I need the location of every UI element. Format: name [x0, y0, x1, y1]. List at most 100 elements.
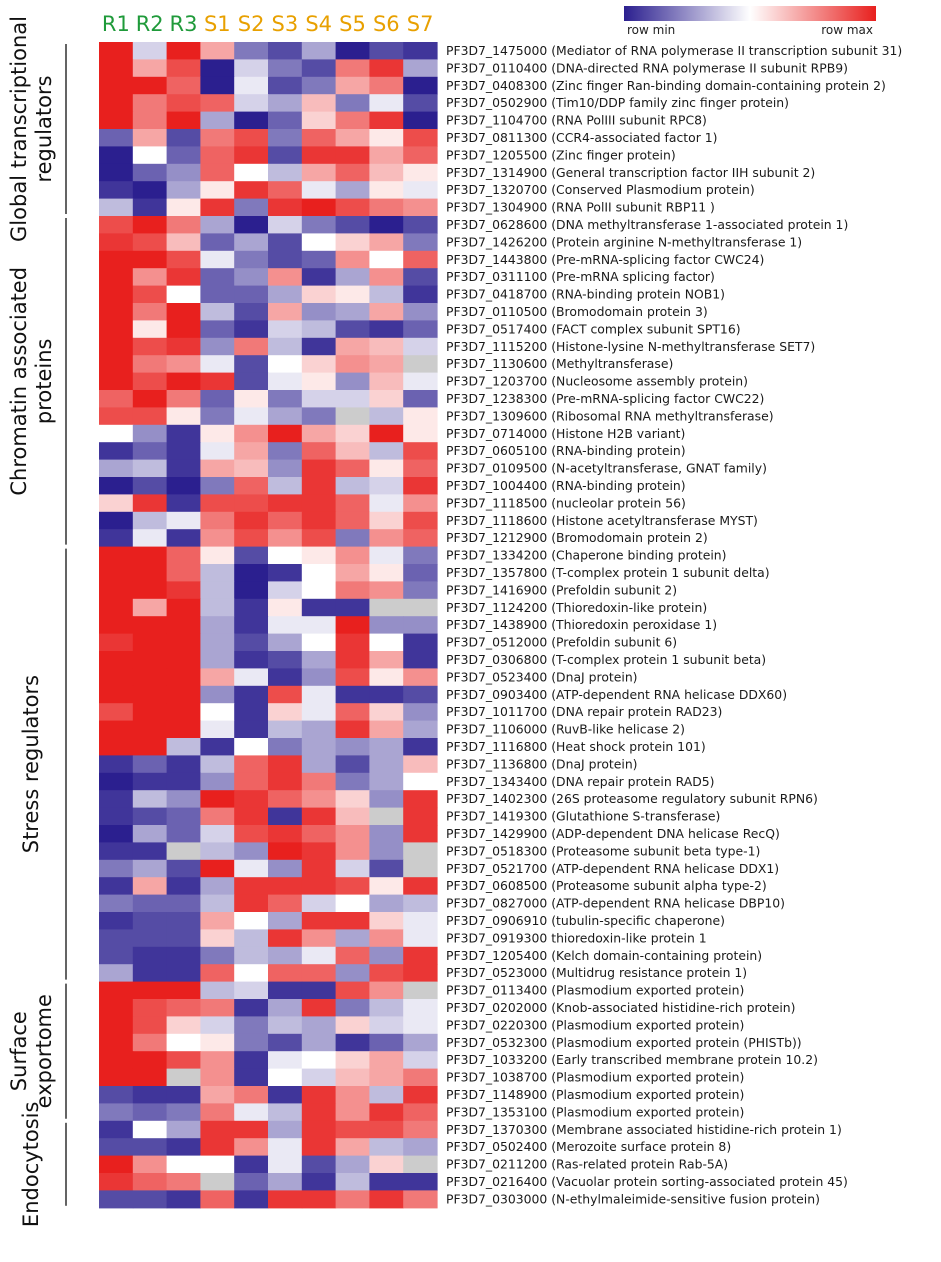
heatmap-cell	[369, 59, 404, 78]
heatmap-cell	[268, 616, 303, 635]
heatmap-cell	[234, 146, 269, 165]
heatmap-cell	[335, 1086, 370, 1104]
heatmap-cell	[369, 1190, 404, 1209]
heatmap-cell	[335, 633, 370, 652]
heatmap-cell	[234, 564, 269, 582]
heatmap-cell	[132, 894, 168, 913]
heatmap-cell	[369, 407, 404, 426]
row-label: PF3D7_1148900 (Plasmodium exported prote…	[446, 1087, 744, 1102]
heatmap-cell	[369, 129, 404, 147]
heatmap-cell	[234, 233, 269, 252]
heatmap-cell	[369, 1173, 404, 1191]
heatmap-cell	[200, 633, 235, 652]
heatmap-cell	[268, 877, 303, 896]
heatmap-cell	[200, 511, 235, 530]
heatmap-cell	[301, 581, 337, 600]
heatmap-cell	[335, 355, 370, 374]
row-label: PF3D7_1205500 (Zinc finger protein)	[446, 147, 676, 162]
heatmap-cell	[99, 1051, 134, 1070]
heatmap-cell	[200, 337, 235, 356]
row-label: PF3D7_0306800 (T-complex protein 1 subun…	[446, 652, 766, 667]
heatmap-cell	[403, 111, 438, 130]
heatmap-cell	[403, 685, 438, 704]
row-label: PF3D7_1238300 (Pre-mRNA-splicing factor …	[446, 391, 764, 406]
heatmap-cell	[99, 216, 134, 234]
heatmap-cell	[234, 703, 269, 722]
heatmap-cell	[200, 76, 235, 95]
heatmap-cell	[234, 250, 269, 269]
heatmap-cell	[403, 390, 438, 408]
heatmap-cell	[200, 790, 235, 809]
heatmap-cell	[301, 42, 337, 60]
heatmap-cell	[301, 424, 337, 443]
row-label: PF3D7_0311100 (Pre-mRNA splicing factor)	[446, 269, 715, 284]
heatmap-cell	[234, 442, 269, 461]
heatmap-cell	[335, 581, 370, 600]
heatmap-cell	[268, 372, 303, 391]
heatmap-cell	[166, 668, 201, 687]
row-label: PF3D7_1475000 (Mediator of RNA polymeras…	[446, 43, 902, 58]
heatmap-cell	[335, 598, 370, 617]
group-label: exportome	[32, 994, 56, 1108]
heatmap-cell	[369, 1138, 404, 1157]
heatmap-cell	[369, 1103, 404, 1122]
heatmap-cell	[234, 999, 269, 1017]
heatmap-cell	[403, 424, 438, 443]
heatmap-cell	[268, 59, 303, 78]
heatmap-cell	[166, 807, 201, 826]
heatmap-cell	[166, 477, 201, 495]
heatmap-cell	[268, 459, 303, 478]
heatmap-cell	[268, 355, 303, 374]
heatmap-cell	[99, 337, 134, 356]
heatmap-cell	[166, 616, 201, 635]
heatmap-cell	[132, 859, 168, 878]
heatmap-cell	[335, 720, 370, 739]
heatmap-cell	[335, 250, 370, 269]
row-label: PF3D7_1212900 (Bromodomain protein 2)	[446, 530, 708, 545]
heatmap-cell	[335, 877, 370, 896]
heatmap-cell	[166, 181, 201, 200]
row-label: PF3D7_0502900 (Tim10/DDP family zinc fin…	[446, 95, 789, 110]
heatmap-cell	[335, 894, 370, 913]
heatmap-cell	[166, 825, 201, 843]
heatmap-cell	[301, 703, 337, 722]
heatmap-cell	[403, 807, 438, 826]
heatmap-cell	[99, 772, 134, 791]
row-label: PF3D7_0906910 (tubulin-specific chaperon…	[446, 913, 725, 928]
heatmap-cell	[369, 738, 404, 756]
heatmap-cell	[369, 442, 404, 461]
group-label: Endocytosis	[19, 1102, 43, 1228]
heatmap-cell	[166, 598, 201, 617]
heatmap-cell	[268, 1033, 303, 1052]
heatmap-cell	[132, 981, 168, 1000]
heatmap-cell	[268, 859, 303, 878]
heatmap-cell	[234, 111, 269, 130]
heatmap-cell	[369, 42, 404, 60]
heatmap-cell	[403, 442, 438, 461]
heatmap-cell	[200, 859, 235, 878]
heatmap-cell	[166, 1190, 201, 1209]
row-label: PF3D7_0518300 (Proteasome subunit beta t…	[446, 843, 760, 858]
heatmap-cell	[234, 1120, 269, 1139]
heatmap-cell	[99, 616, 134, 635]
heatmap-cell	[369, 390, 404, 408]
heatmap-cell	[234, 372, 269, 391]
heatmap-cell	[335, 964, 370, 983]
heatmap-cell	[166, 738, 201, 756]
heatmap-cell	[132, 738, 168, 756]
heatmap-cell	[403, 320, 438, 339]
row-label: PF3D7_0521700 (ATP-dependent RNA helicas…	[446, 861, 779, 876]
heatmap-cell	[335, 181, 370, 200]
heatmap-cell	[200, 494, 235, 513]
heatmap-cell	[301, 216, 337, 234]
heatmap-cell	[268, 250, 303, 269]
heatmap-cell	[132, 76, 168, 95]
heatmap-cell	[301, 564, 337, 582]
heatmap-cell	[369, 999, 404, 1017]
heatmap-cell	[99, 146, 134, 165]
row-label: PF3D7_1104700 (RNA PolIII subunit RPC8)	[446, 113, 707, 128]
heatmap-cell	[234, 1086, 269, 1104]
heatmap-cell	[234, 355, 269, 374]
heatmap-cell	[99, 703, 134, 722]
heatmap-cell	[99, 1068, 134, 1087]
